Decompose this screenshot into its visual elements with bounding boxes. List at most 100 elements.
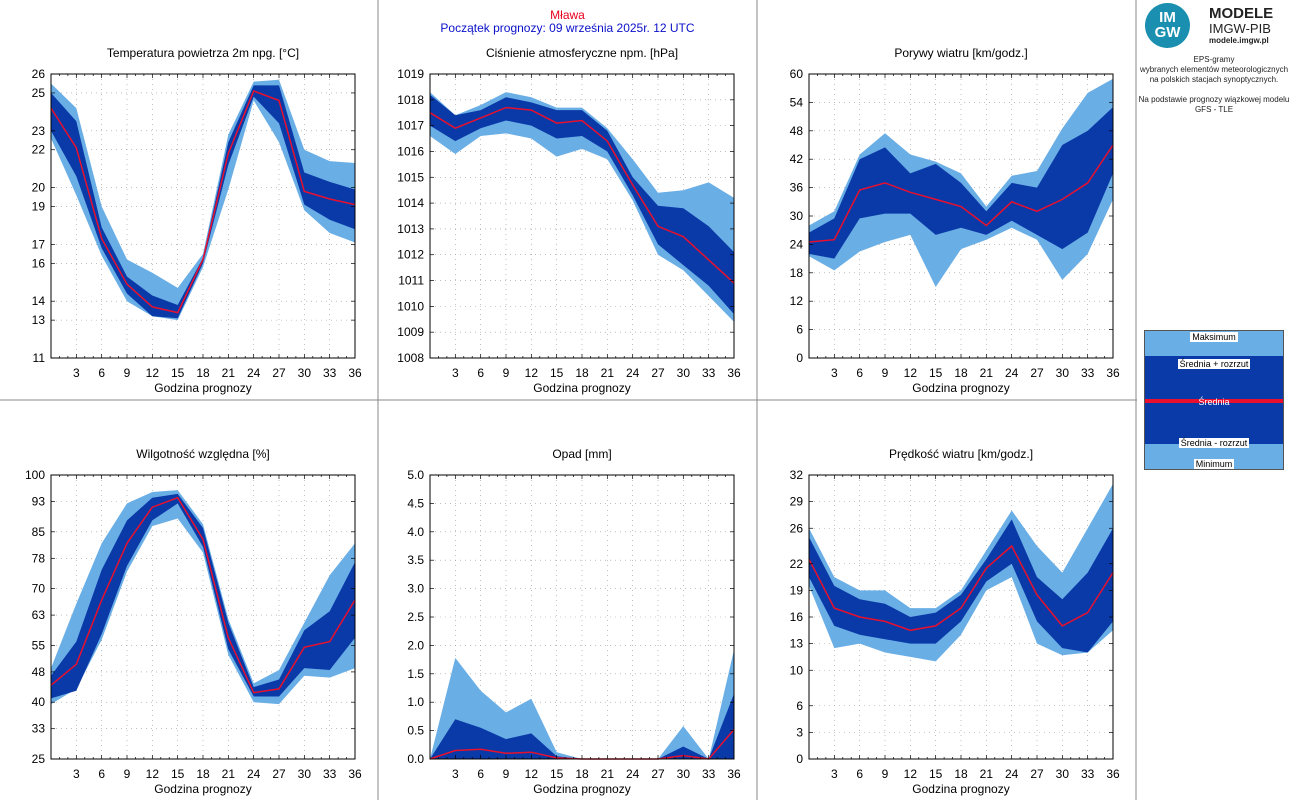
y-tick-label: 26 [32, 67, 46, 81]
x-tick-label: 36 [348, 366, 362, 380]
x-tick-label: 33 [1081, 366, 1095, 380]
x-tick-label: 27 [1030, 366, 1044, 380]
y-tick-label: 1013 [397, 222, 424, 236]
sidebar-description: EPS-gramy wybranych elementów meteorolog… [1138, 55, 1290, 114]
min-max-band [51, 79, 355, 321]
chart-title: Wilgotność względna [%] [136, 447, 269, 461]
y-tick-label: 1.0 [407, 695, 424, 709]
legend-mean-line [1145, 399, 1283, 403]
x-axis-label: Godzina prognozy [912, 782, 1009, 796]
y-tick-label: 12 [790, 294, 804, 308]
x-tick-label: 6 [477, 366, 484, 380]
y-tick-label: 0 [796, 351, 803, 365]
y-tick-label: 18 [790, 266, 804, 280]
y-tick-label: 100 [25, 468, 45, 482]
legend-min-label: Minimum [1193, 459, 1235, 469]
y-tick-label: 55 [32, 638, 46, 652]
x-tick-label: 6 [856, 366, 863, 380]
x-tick-label: 21 [980, 366, 994, 380]
y-tick-label: 85 [32, 525, 46, 539]
y-tick-label: 54 [790, 95, 804, 109]
x-tick-label: 27 [272, 767, 286, 781]
x-tick-label: 30 [1056, 366, 1070, 380]
x-tick-label: 9 [503, 767, 510, 781]
legend-mean-plus-label: Średnia + rozrzut [1177, 359, 1251, 369]
x-axis-label: Godzina prognozy [533, 381, 630, 395]
y-tick-label: 30 [790, 209, 804, 223]
humidity-chart: Wilgotność względna [%]25334048556370788… [25, 447, 362, 796]
y-tick-label: 1018 [397, 93, 424, 107]
x-tick-label: 24 [626, 767, 640, 781]
wind-speed-chart: Prędkość wiatru [km/godz.]03610131619222… [790, 447, 1120, 796]
mean-line [808, 144, 1114, 243]
y-tick-label: 22 [790, 557, 804, 571]
x-tick-label: 24 [626, 366, 640, 380]
logo-url: modele.imgw.pl [1209, 36, 1269, 45]
station-name: Mława [550, 8, 585, 22]
x-tick-label: 30 [677, 767, 691, 781]
x-tick-label: 6 [98, 767, 105, 781]
x-tick-label: 18 [954, 366, 968, 380]
x-axis-label: Godzina prognozy [154, 381, 251, 395]
x-tick-label: 9 [503, 366, 510, 380]
y-tick-label: 19 [32, 200, 46, 214]
x-tick-label: 30 [298, 767, 312, 781]
imgw-logo: IM GW MODELE IMGW-PIB modele.imgw.pl [1145, 3, 1289, 48]
y-tick-label: 22 [32, 143, 46, 157]
x-tick-label: 21 [980, 767, 994, 781]
y-tick-label: 25 [32, 86, 46, 100]
logo-title: MODELE [1209, 5, 1274, 22]
logo-subtitle: IMGW-PIB [1209, 21, 1271, 36]
y-tick-label: 0.5 [407, 724, 424, 738]
x-tick-label: 3 [73, 767, 80, 781]
sidebar: IM GW MODELE IMGW-PIB modele.imgw.pl EPS… [1137, 0, 1291, 800]
legend-mean-minus-label: Średnia - rozrzut [1178, 438, 1250, 448]
x-tick-label: 30 [298, 366, 312, 380]
y-tick-label: 16 [790, 610, 804, 624]
chart-title: Temperatura powietrza 2m npg. [°C] [107, 46, 299, 60]
x-axis-label: Godzina prognozy [912, 381, 1009, 395]
x-tick-label: 18 [954, 767, 968, 781]
y-tick-label: 20 [32, 181, 46, 195]
wind-gust-chart: Porywy wiatru [km/godz.]0612182430364248… [790, 46, 1120, 395]
y-tick-label: 1016 [397, 144, 424, 158]
y-tick-label: 1009 [397, 325, 424, 339]
x-tick-label: 27 [651, 767, 665, 781]
x-tick-label: 9 [124, 767, 131, 781]
x-tick-label: 24 [247, 366, 261, 380]
x-tick-label: 33 [702, 767, 716, 781]
y-tick-label: 42 [790, 152, 804, 166]
x-tick-label: 3 [831, 767, 838, 781]
y-tick-label: 6 [796, 699, 803, 713]
spread-band [430, 94, 734, 315]
chart-title: Ciśnienie atmosferyczne npm. [hPa] [486, 46, 678, 60]
y-tick-label: 11 [33, 351, 46, 365]
y-tick-label: 93 [32, 495, 46, 509]
x-tick-label: 36 [348, 767, 362, 781]
y-tick-label: 1015 [397, 170, 424, 184]
y-tick-label: 1019 [397, 67, 424, 81]
y-tick-label: 26 [790, 521, 804, 535]
x-tick-label: 15 [929, 767, 943, 781]
x-tick-label: 24 [247, 767, 261, 781]
y-tick-label: 0.0 [407, 752, 424, 766]
x-tick-label: 15 [171, 767, 185, 781]
y-tick-label: 48 [790, 124, 804, 138]
x-tick-label: 24 [1005, 366, 1019, 380]
x-tick-label: 12 [904, 366, 918, 380]
spread-band [809, 107, 1113, 259]
y-tick-label: 78 [32, 551, 46, 565]
logo-circle: IM GW [1145, 3, 1190, 48]
x-tick-label: 6 [98, 366, 105, 380]
y-tick-label: 23 [32, 124, 46, 138]
x-tick-label: 12 [525, 767, 539, 781]
legend-box: Maksimum Średnia + rozrzut Średnia Średn… [1144, 330, 1284, 470]
y-tick-label: 48 [32, 665, 46, 679]
temperature-chart: Temperatura powietrza 2m npg. [°C] 11 13 14… [32, 46, 362, 395]
chart-title: Prędkość wiatru [km/godz.] [889, 447, 1033, 461]
x-tick-label: 18 [575, 767, 589, 781]
x-tick-label: 21 [222, 767, 236, 781]
y-tick-label: 24 [790, 237, 804, 251]
epsgram-grid [0, 0, 1137, 800]
spread-band [809, 519, 1113, 653]
